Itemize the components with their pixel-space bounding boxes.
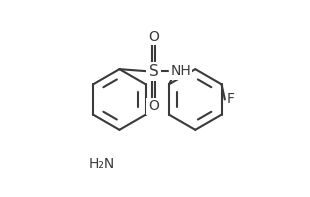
Text: O: O: [148, 30, 159, 44]
Text: S: S: [149, 64, 158, 79]
Text: H₂N: H₂N: [89, 157, 115, 171]
Text: F: F: [226, 92, 234, 107]
Text: O: O: [148, 99, 159, 113]
Text: NH: NH: [170, 64, 191, 78]
